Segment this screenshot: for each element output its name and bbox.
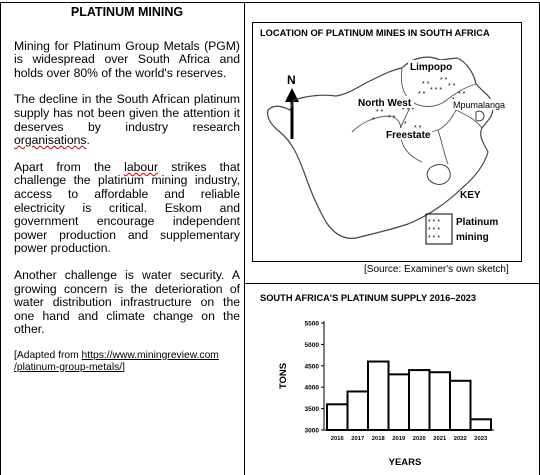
- bar: [346, 390, 369, 432]
- eswatini-outline: [475, 110, 485, 122]
- svg-text:*: *: [372, 117, 375, 124]
- y-tick-label: 3500: [305, 406, 320, 413]
- x-tick-label: 2018: [372, 436, 386, 442]
- svg-text:* *: * *: [388, 115, 396, 122]
- svg-text:* *: * *: [376, 109, 384, 116]
- y-tick-label: 4000: [305, 385, 320, 392]
- map-frame: [252, 22, 522, 262]
- article-column: PLATINUM MINING Mining for Platinum Grou…: [14, 5, 241, 387]
- source-suffix: ]: [122, 361, 126, 373]
- map-source: [Source: Examiner's own sketch]: [364, 264, 509, 275]
- spellcheck-word: labour: [124, 159, 159, 174]
- svg-text:* *: * *: [448, 83, 456, 90]
- svg-text:* *: * *: [440, 77, 448, 84]
- y-tick-label: 5000: [305, 342, 320, 349]
- x-tick-label: 2019: [392, 436, 406, 442]
- province-label-limpopo: Limpopo: [410, 62, 452, 73]
- table-row-divider: [244, 283, 540, 284]
- article-title: PLATINUM MINING: [70, 5, 184, 19]
- paragraph-2-end: .: [86, 133, 90, 148]
- north-arrow-icon: [285, 88, 299, 139]
- country-outline: [267, 56, 494, 239]
- svg-text:* *: * *: [422, 81, 430, 88]
- svg-text:* *: * *: [418, 91, 426, 98]
- spellcheck-word: organisations: [14, 133, 87, 148]
- table-border-left: [0, 2, 1, 475]
- y-tick-label: 5500: [305, 321, 320, 328]
- bar: [387, 373, 410, 431]
- chart-plot-area: 3000 3500 4000 4500 5000 5500 2016 2017 2018 2019…: [305, 321, 494, 442]
- x-tick-label: 2016: [331, 436, 345, 442]
- key-swatch: [425, 213, 453, 245]
- bar: [428, 371, 451, 431]
- source-link[interactable]: https://www.miningreview.com /platinum-g…: [14, 349, 219, 373]
- x-tick-label: 2021: [433, 436, 447, 442]
- platinum-mine-markers: * ** * ** * * ** * * ** ** * * ** * ** *…: [372, 77, 466, 132]
- key-label-line-1: Platinum: [456, 217, 498, 228]
- y-tick-label: 4500: [305, 363, 320, 370]
- paragraph-2-text: The decline in the South African platinu…: [14, 92, 240, 134]
- table-border-top: [0, 2, 540, 3]
- svg-text:* * *: * * *: [430, 87, 442, 94]
- source-citation: [Adapted from https://www.miningreview.c…: [14, 350, 240, 374]
- key-swatch-stars: * * *: [428, 227, 440, 234]
- bar: [469, 418, 492, 432]
- province-boundaries: [351, 67, 483, 165]
- paragraph-3-start: Apart from the: [14, 159, 125, 174]
- chart-title: SOUTH AFRICA'S PLATINUM SUPPLY 2016–2023: [260, 293, 477, 303]
- bar: [367, 360, 390, 432]
- key-swatch-stars: * * *: [428, 219, 440, 226]
- key-swatch-stars: * * *: [428, 235, 440, 242]
- province-label-mpumalanga: Mpumalanga: [453, 100, 505, 110]
- map-title: LOCATION OF PLATINUM MINES IN SOUTH AFRI…: [260, 28, 490, 38]
- bar: [326, 403, 349, 431]
- svg-text:*: *: [404, 121, 407, 128]
- x-tick-label: 2022: [454, 436, 467, 442]
- x-tick-label: 2017: [351, 436, 364, 442]
- paragraph-4: Another challenge is water security. A g…: [14, 267, 240, 337]
- x-tick-label: 2020: [413, 436, 426, 442]
- paragraph-2: The decline in the South African platinu…: [14, 93, 240, 147]
- x-axis-label: YEARS: [389, 457, 422, 468]
- table-column-divider: [244, 2, 245, 475]
- y-axis-label: TONS: [278, 363, 289, 389]
- platinum-supply-chart: TONS YEARS 3000 3500 4000 4500 5000 5500 2016 2…: [278, 321, 494, 468]
- paragraph-3: Apart from the labour strikes that chall…: [14, 159, 241, 256]
- key-title: KEY: [460, 190, 481, 201]
- bar: [408, 369, 431, 431]
- paragraph-1: Mining for Platinum Group Metals (PGM) i…: [14, 38, 240, 80]
- north-label: N: [287, 73, 296, 87]
- province-label-north-west: North West: [358, 98, 412, 109]
- paragraph-3-text: strikes that challenge the platinum mini…: [14, 159, 241, 256]
- key-label-line-2: mining: [456, 232, 489, 243]
- bar: [449, 379, 472, 431]
- svg-text:* * *: * * *: [402, 107, 414, 114]
- province-label-freestate: Freestate: [386, 130, 431, 141]
- y-tick-label: 3000: [305, 428, 320, 435]
- south-africa-map: N * ** * ** * * ** * * ** ** * * ** * **…: [267, 56, 518, 245]
- svg-text:* *: * *: [458, 91, 466, 98]
- source-prefix: [Adapted from: [14, 349, 82, 361]
- lesotho-outline: [426, 164, 451, 185]
- x-tick-label: 2023: [474, 436, 488, 442]
